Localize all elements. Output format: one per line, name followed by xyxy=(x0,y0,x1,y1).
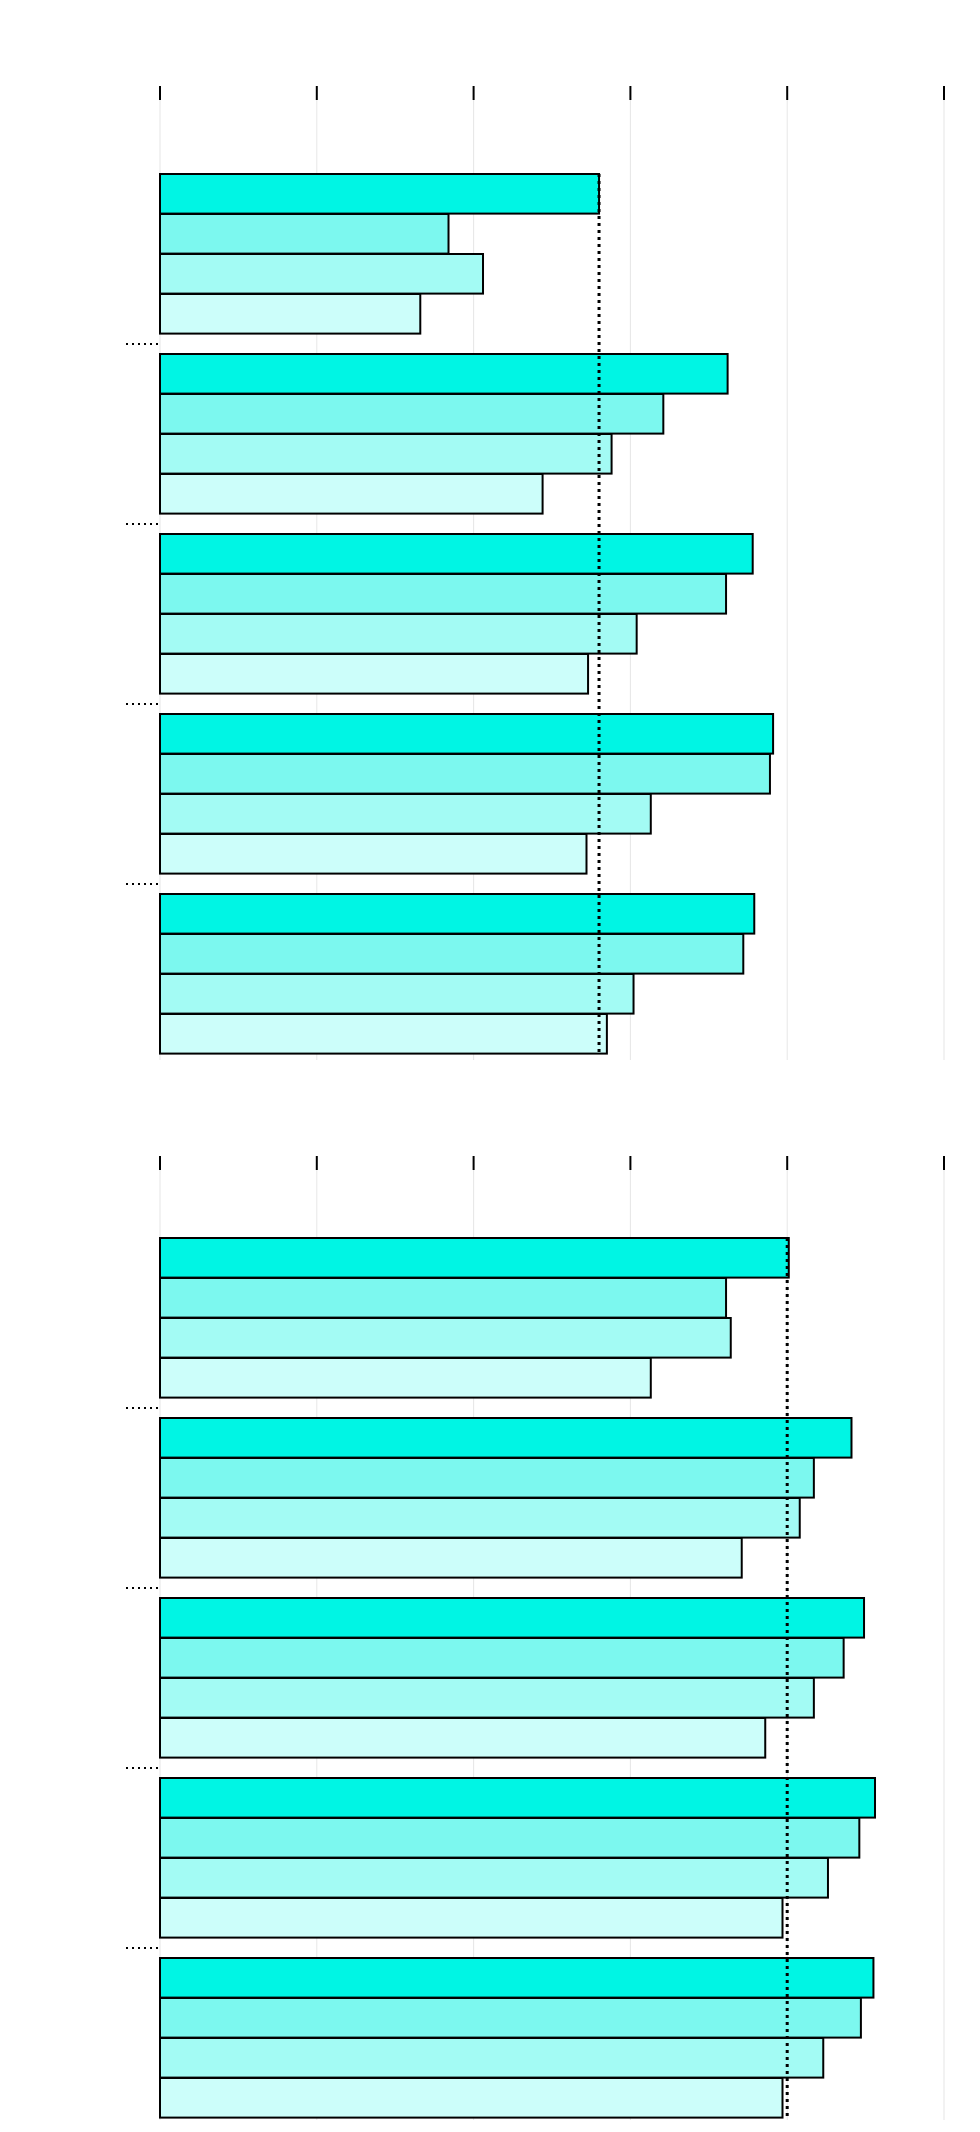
bar-group1-series2 xyxy=(159,213,450,255)
bar-group1-series1 xyxy=(159,173,601,215)
bar-group2-series1 xyxy=(159,1417,853,1459)
bar-group5-series4 xyxy=(159,2077,784,2119)
chart-panel-1 xyxy=(126,86,945,1060)
bar-group3-series3 xyxy=(159,1677,815,1719)
bar-group3-series1 xyxy=(159,533,754,575)
bar-group5-series4 xyxy=(159,1013,608,1055)
bar-group1-series3 xyxy=(159,1317,732,1359)
bar-group1-series1 xyxy=(159,1237,790,1279)
bar-group4-series2 xyxy=(159,753,771,795)
bar-group4-series1 xyxy=(159,713,775,755)
bar-group4-series4 xyxy=(159,1897,784,1939)
bar-group3-series2 xyxy=(159,1637,845,1679)
bar-group1-series3 xyxy=(159,253,485,295)
bar-group2-series4 xyxy=(159,1537,743,1579)
bar-group1-series4 xyxy=(159,1357,652,1399)
bar-group4-series3 xyxy=(159,793,652,835)
bar-group2-series2 xyxy=(159,1457,815,1499)
bar-group2-series4 xyxy=(159,473,544,515)
bar-group1-series2 xyxy=(159,1277,728,1319)
bar-group4-series1 xyxy=(159,1777,877,1819)
bar-group5-series3 xyxy=(159,2037,825,2079)
bar-group5-series2 xyxy=(159,1997,862,2039)
bar-group3-series3 xyxy=(159,613,638,655)
bar-group5-series1 xyxy=(159,1957,875,1999)
bar-group2-series3 xyxy=(159,433,613,475)
bar-group1-series4 xyxy=(159,293,422,335)
bar-group3-series4 xyxy=(159,1717,767,1759)
bar-group4-series4 xyxy=(159,833,588,875)
bar-group5-series2 xyxy=(159,933,745,975)
bar-group2-series1 xyxy=(159,353,729,395)
bar-group3-series1 xyxy=(159,1597,866,1639)
bar-group4-series3 xyxy=(159,1857,829,1899)
bar-group2-series2 xyxy=(159,393,665,435)
bar-group2-series3 xyxy=(159,1497,801,1539)
chart-panel-2 xyxy=(126,1156,945,2120)
bar-group4-series2 xyxy=(159,1817,861,1859)
bar-group3-series2 xyxy=(159,573,728,615)
bar-group5-series3 xyxy=(159,973,635,1015)
bar-group3-series4 xyxy=(159,653,590,695)
bar-group5-series1 xyxy=(159,893,756,935)
